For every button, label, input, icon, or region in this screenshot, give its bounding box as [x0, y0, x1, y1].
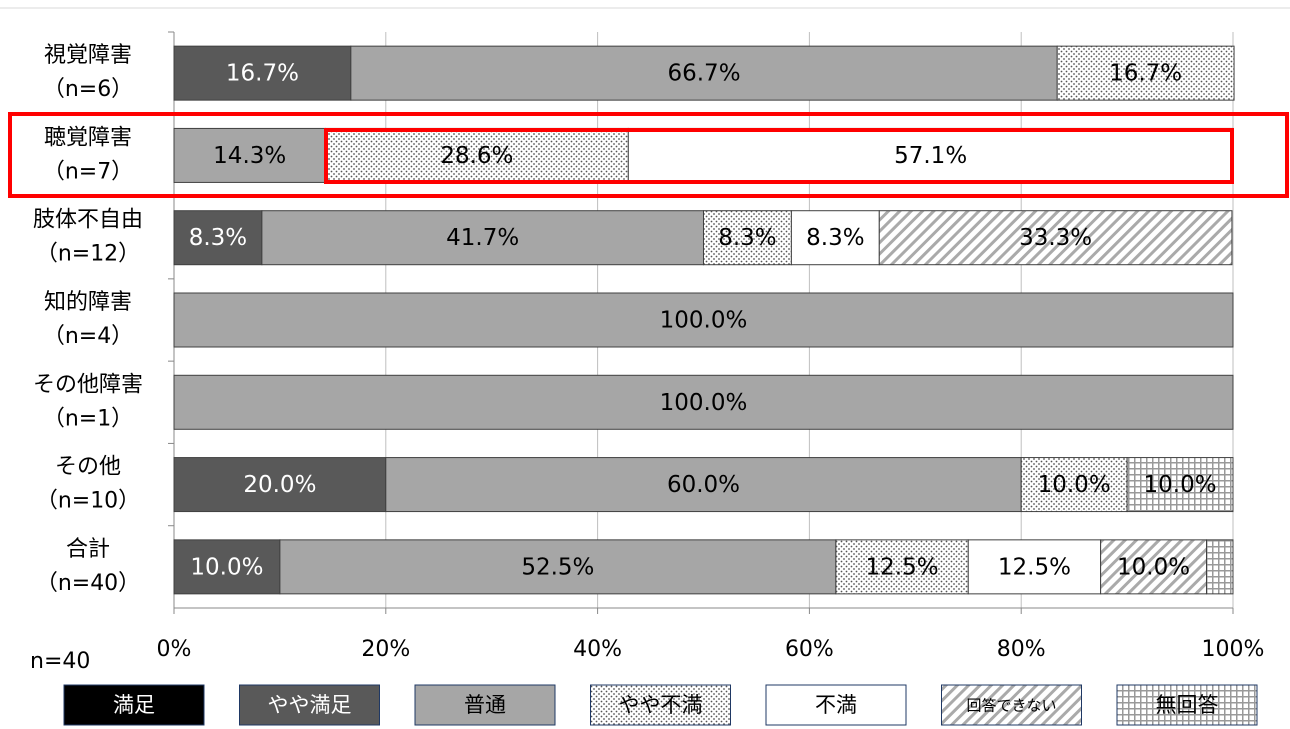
- legend-swatch: [941, 684, 1082, 726]
- x-tick-label: 20%: [361, 637, 410, 662]
- value-label: 10.0%: [1038, 472, 1111, 498]
- x-tick-label: 60%: [785, 637, 834, 662]
- y-tick-count: （n=1）: [43, 406, 133, 431]
- y-tick-label: 知的障害: [44, 290, 132, 315]
- bar-segment: [1056, 45, 1235, 101]
- legend-swatch: [239, 684, 380, 726]
- legend-label: 回答できない: [966, 697, 1056, 715]
- value-label: 100.0%: [660, 390, 748, 416]
- y-tick-label: その他障害: [33, 372, 143, 397]
- value-label: 66.7%: [667, 61, 740, 87]
- y-tick-count: （n=10）: [36, 489, 140, 514]
- bar-segment: [835, 539, 969, 595]
- value-label: 8.3%: [718, 225, 776, 251]
- y-tick-label: 肢体不自由: [33, 208, 143, 233]
- value-label: 14.3%: [213, 143, 286, 169]
- legend-swatch: [590, 684, 731, 726]
- bar-segment: [790, 210, 880, 266]
- bar-segment: [627, 127, 1234, 183]
- bar-segment: [173, 374, 1234, 430]
- x-tick-label: 0%: [157, 637, 192, 662]
- bar-segment: [173, 45, 352, 101]
- x-tick-label: 80%: [997, 637, 1046, 662]
- value-label: 41.7%: [446, 225, 519, 251]
- bar-segment: [279, 539, 837, 595]
- bar-segment: [324, 127, 629, 183]
- highlight: [8, 112, 1289, 198]
- value-label: 16.7%: [1109, 61, 1182, 87]
- y-tick-count: （n=12）: [36, 242, 140, 267]
- bar-segment: [173, 210, 263, 266]
- bar-segment: [1100, 539, 1208, 595]
- y-tick-label: 視覚障害: [44, 43, 132, 68]
- value-label: 20.0%: [243, 472, 316, 498]
- value-label: 8.3%: [189, 225, 247, 251]
- legend-label: 不満: [815, 693, 857, 717]
- legend-label: 満足: [113, 693, 155, 717]
- y-tick-count: （n=6）: [43, 77, 133, 102]
- value-label: 10.0%: [1117, 554, 1190, 580]
- bar-segment: [261, 210, 704, 266]
- bar-segment: [385, 457, 1022, 513]
- value-label: 57.1%: [894, 143, 967, 169]
- note: n=40: [30, 649, 90, 674]
- value-label: 12.5%: [866, 554, 939, 580]
- bar-segment: [173, 127, 326, 183]
- bar-segment: [878, 210, 1233, 266]
- value-label: 28.6%: [440, 143, 513, 169]
- y-tick-label: その他: [55, 455, 121, 480]
- highlight-segment: [324, 128, 1234, 184]
- y-tick-count: （n=7）: [43, 159, 133, 184]
- legend-swatch: [414, 684, 556, 726]
- x-tick-label: 100%: [1202, 637, 1265, 662]
- y-tick-count: （n=40）: [36, 571, 140, 596]
- x-tick-label: 40%: [573, 637, 622, 662]
- value-label: 60.0%: [667, 472, 740, 498]
- value-label: 12.5%: [998, 554, 1071, 580]
- legend-label: やや満足: [268, 693, 352, 717]
- y-tick-count: （n=4）: [43, 324, 133, 349]
- value-label: 8.3%: [806, 225, 864, 251]
- value-label: 10.0%: [190, 554, 263, 580]
- y-tick-label: 合計: [66, 537, 110, 562]
- bar-segment: [1020, 457, 1128, 513]
- value-label: 16.7%: [226, 61, 299, 87]
- legend-label: 無回答: [1156, 693, 1219, 717]
- legend-label: 普通: [464, 693, 506, 717]
- value-label: 100.0%: [660, 308, 748, 334]
- y-tick-label: 聴覚障害: [44, 125, 132, 150]
- bar-segment: [173, 539, 281, 595]
- value-label: 10.0%: [1144, 472, 1217, 498]
- legend-swatch: [1116, 684, 1258, 726]
- value-label: 33.3%: [1019, 225, 1092, 251]
- legend-label: やや不満: [619, 693, 703, 717]
- value-label: 52.5%: [521, 554, 594, 580]
- bar-segment: [173, 292, 1234, 348]
- bar-segment: [1206, 539, 1234, 595]
- bar-segment: [350, 45, 1058, 101]
- bar-segment: [173, 457, 387, 513]
- bar-segment: [1126, 457, 1234, 513]
- legend-swatch: [63, 684, 205, 726]
- legend-swatch: [765, 684, 907, 726]
- highlight-row: [8, 112, 1289, 198]
- bar-segment: [967, 539, 1102, 595]
